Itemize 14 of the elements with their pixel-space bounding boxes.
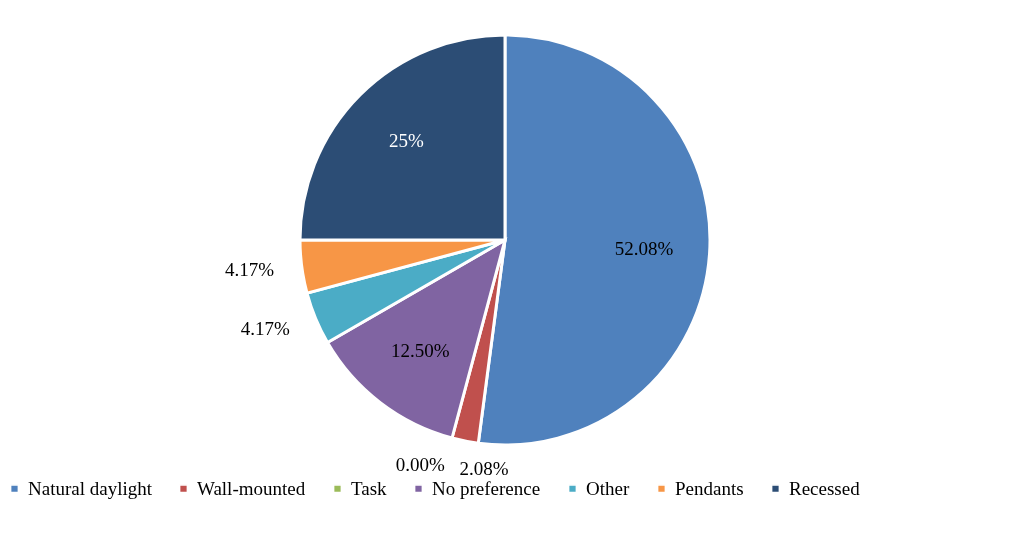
data-label: 52.08% xyxy=(614,238,674,260)
legend-label: Natural daylight xyxy=(28,477,153,499)
legend-label: No preference xyxy=(432,477,541,499)
data-label: 12.50% xyxy=(390,339,450,361)
data-label: 4.17% xyxy=(224,259,275,281)
data-label: 4.17% xyxy=(240,318,290,340)
data-label: 25% xyxy=(389,130,425,152)
legend-label: Pendants xyxy=(675,477,744,499)
legend-label: Recessed xyxy=(789,477,861,499)
legend-label: Other xyxy=(586,477,630,499)
legend-label: Wall-mounted xyxy=(197,477,306,499)
data-label: 2.08% xyxy=(459,457,509,479)
text: 0.00% xyxy=(395,454,445,476)
legend-label: Task xyxy=(351,477,388,499)
